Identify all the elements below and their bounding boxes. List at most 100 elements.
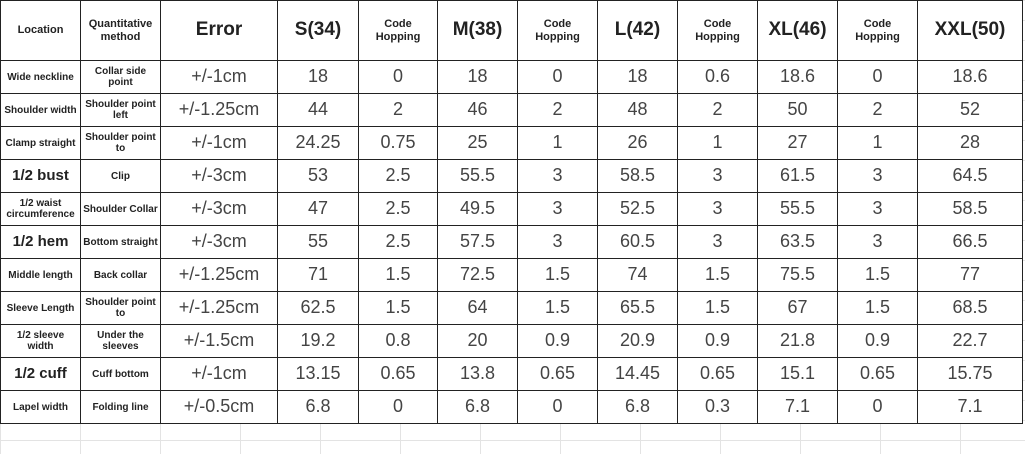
value-cell: 53: [277, 159, 359, 193]
header-cell: Error: [160, 0, 278, 61]
value-cell: 62.5: [277, 291, 359, 325]
value-cell: 0: [358, 390, 438, 424]
value-cell: +/-1cm: [160, 60, 278, 94]
value-cell: 19.2: [277, 324, 359, 358]
value-cell: 1.5: [677, 258, 758, 292]
row: 1/2 bust Clip +/-3cm 53 2.5 55.5 3 58.5 3 61.5 3 64…: [0, 159, 1023, 193]
value-cell: 58.5: [597, 159, 678, 193]
value-cell: 26: [597, 126, 678, 160]
location-cell: 1/2 hem: [0, 225, 81, 259]
row: 1/2 sleeve width Under the sleeves +/-1.5c…: [0, 324, 1023, 358]
value-cell: 7.1: [757, 390, 838, 424]
value-cell: 3: [837, 225, 918, 259]
value-cell: 2: [837, 93, 918, 127]
value-cell: 0: [837, 60, 918, 94]
location-cell: Clamp straight: [0, 126, 81, 160]
value-cell: 52: [917, 93, 1023, 127]
value-cell: 13.15: [277, 357, 359, 391]
value-cell: 1: [517, 126, 598, 160]
header-cell: M(38): [437, 0, 518, 61]
value-cell: +/-1.25cm: [160, 291, 278, 325]
header-cell: Code Hopping: [517, 0, 598, 61]
value-cell: 3: [677, 159, 758, 193]
header-cell: Code Hopping: [677, 0, 758, 61]
value-cell: 27: [757, 126, 838, 160]
header-cell: Quantitative method: [80, 0, 161, 61]
value-cell: 0.8: [358, 324, 438, 358]
value-cell: 50: [757, 93, 838, 127]
value-cell: 1.5: [837, 258, 918, 292]
value-cell: 0.6: [677, 60, 758, 94]
value-cell: 24.25: [277, 126, 359, 160]
value-cell: 44: [277, 93, 359, 127]
value-cell: +/-1cm: [160, 126, 278, 160]
location-cell: Wide neckline: [0, 60, 81, 94]
value-cell: 1.5: [517, 291, 598, 325]
header-row: Location Quantitative method Error S(34) Cod…: [0, 0, 1023, 61]
value-cell: 1.5: [837, 291, 918, 325]
value-cell: 0: [517, 390, 598, 424]
value-cell: 0.75: [358, 126, 438, 160]
value-cell: 6.8: [597, 390, 678, 424]
value-cell: 49.5: [437, 192, 518, 226]
location-cell: Shoulder width: [0, 93, 81, 127]
location-cell: 1/2 waist circumference: [0, 192, 81, 226]
header-cell: S(34): [277, 0, 359, 61]
value-cell: 25: [437, 126, 518, 160]
value-cell: 66.5: [917, 225, 1023, 259]
value-cell: 15.75: [917, 357, 1023, 391]
location-cell: Middle length: [0, 258, 81, 292]
value-cell: 46: [437, 93, 518, 127]
value-cell: 2.5: [358, 192, 438, 226]
method-cell: Shoulder point left: [80, 93, 161, 127]
value-cell: 63.5: [757, 225, 838, 259]
value-cell: 0.65: [837, 357, 918, 391]
row: 1/2 waist circumference Shoulder Collar +/…: [0, 192, 1023, 226]
value-cell: 13.8: [437, 357, 518, 391]
row: 1/2 hem Bottom straight +/-3cm 55 2.5 57.5 3 60…: [0, 225, 1023, 259]
value-cell: 18: [437, 60, 518, 94]
value-cell: 1: [837, 126, 918, 160]
value-cell: 18: [277, 60, 359, 94]
row: Shoulder width Shoulder point left +/-1.25…: [0, 93, 1023, 127]
value-cell: 0.65: [517, 357, 598, 391]
header-cell: Code Hopping: [837, 0, 918, 61]
header-cell: L(42): [597, 0, 678, 61]
value-cell: 2.5: [358, 159, 438, 193]
value-cell: 58.5: [917, 192, 1023, 226]
header-cell: XL(46): [757, 0, 838, 61]
value-cell: 75.5: [757, 258, 838, 292]
value-cell: 0: [517, 60, 598, 94]
value-cell: +/-3cm: [160, 159, 278, 193]
value-cell: +/-1.25cm: [160, 258, 278, 292]
method-cell: Collar side point: [80, 60, 161, 94]
value-cell: 47: [277, 192, 359, 226]
value-cell: 1.5: [517, 258, 598, 292]
value-cell: +/-3cm: [160, 225, 278, 259]
header-cell: XXL(50): [917, 0, 1023, 61]
value-cell: +/-0.5cm: [160, 390, 278, 424]
row: Lapel width Folding line +/-0.5cm 6.8 0 6.8 0 6…: [0, 390, 1023, 424]
value-cell: 0.65: [358, 357, 438, 391]
value-cell: 77: [917, 258, 1023, 292]
value-cell: 74: [597, 258, 678, 292]
value-cell: 60.5: [597, 225, 678, 259]
value-cell: 1: [677, 126, 758, 160]
value-cell: 48: [597, 93, 678, 127]
value-cell: 55.5: [437, 159, 518, 193]
value-cell: 0.65: [677, 357, 758, 391]
row: Clamp straight Shoulder point to +/-1cm 24.…: [0, 126, 1023, 160]
value-cell: 1.5: [358, 258, 438, 292]
value-cell: 3: [517, 159, 598, 193]
value-cell: 64.5: [917, 159, 1023, 193]
value-cell: 1.5: [677, 291, 758, 325]
value-cell: +/-3cm: [160, 192, 278, 226]
value-cell: 64: [437, 291, 518, 325]
value-cell: 6.8: [277, 390, 359, 424]
value-cell: 52.5: [597, 192, 678, 226]
location-cell: 1/2 bust: [0, 159, 81, 193]
size-table: Location Quantitative method Error S(34) Cod…: [0, 0, 1023, 424]
value-cell: 28: [917, 126, 1023, 160]
value-cell: 55: [277, 225, 359, 259]
